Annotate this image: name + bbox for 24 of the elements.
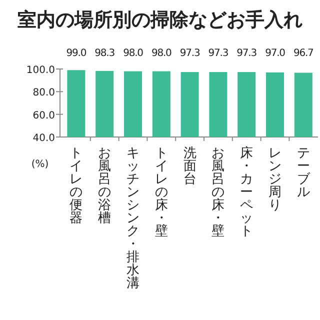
data-label: 99.0 [66,48,86,59]
data-label: 97.3 [208,48,228,59]
category-label: キッチンシンク・排水溝 [126,146,140,291]
x-tick-label: 床・カーペット [240,146,254,239]
x-tick-label: テーブル [296,146,311,200]
x-tick-label: 洗面台 [183,146,196,187]
data-label: 98.0 [123,48,144,59]
data-label: 97.3 [180,48,200,59]
x-tick-label: トイレの便器 [70,146,83,226]
data-label: 96.7 [293,48,314,59]
y-tick-label: 60.0 [32,110,55,122]
x-tick-label: お風呂の床・壁 [212,146,225,239]
x-tick-label: レンジ周り [268,146,282,213]
chart-title: 室内の場所別の掃除などお手入れ [18,9,302,31]
y-tick-label: 100.0 [26,65,55,76]
data-label: 98.3 [94,48,115,59]
y-tick-label: 80.0 [32,88,55,99]
data-label: 97.0 [265,48,286,59]
x-tick-label: トイレの床・壁 [154,146,168,239]
y-tick-label: 40.0 [32,133,55,144]
x-tick-label: お風呂の浴槽 [98,146,112,226]
data-label: 97.3 [236,48,257,59]
data-label: 98.0 [151,48,172,59]
y-axis-title: (%) [31,159,49,170]
